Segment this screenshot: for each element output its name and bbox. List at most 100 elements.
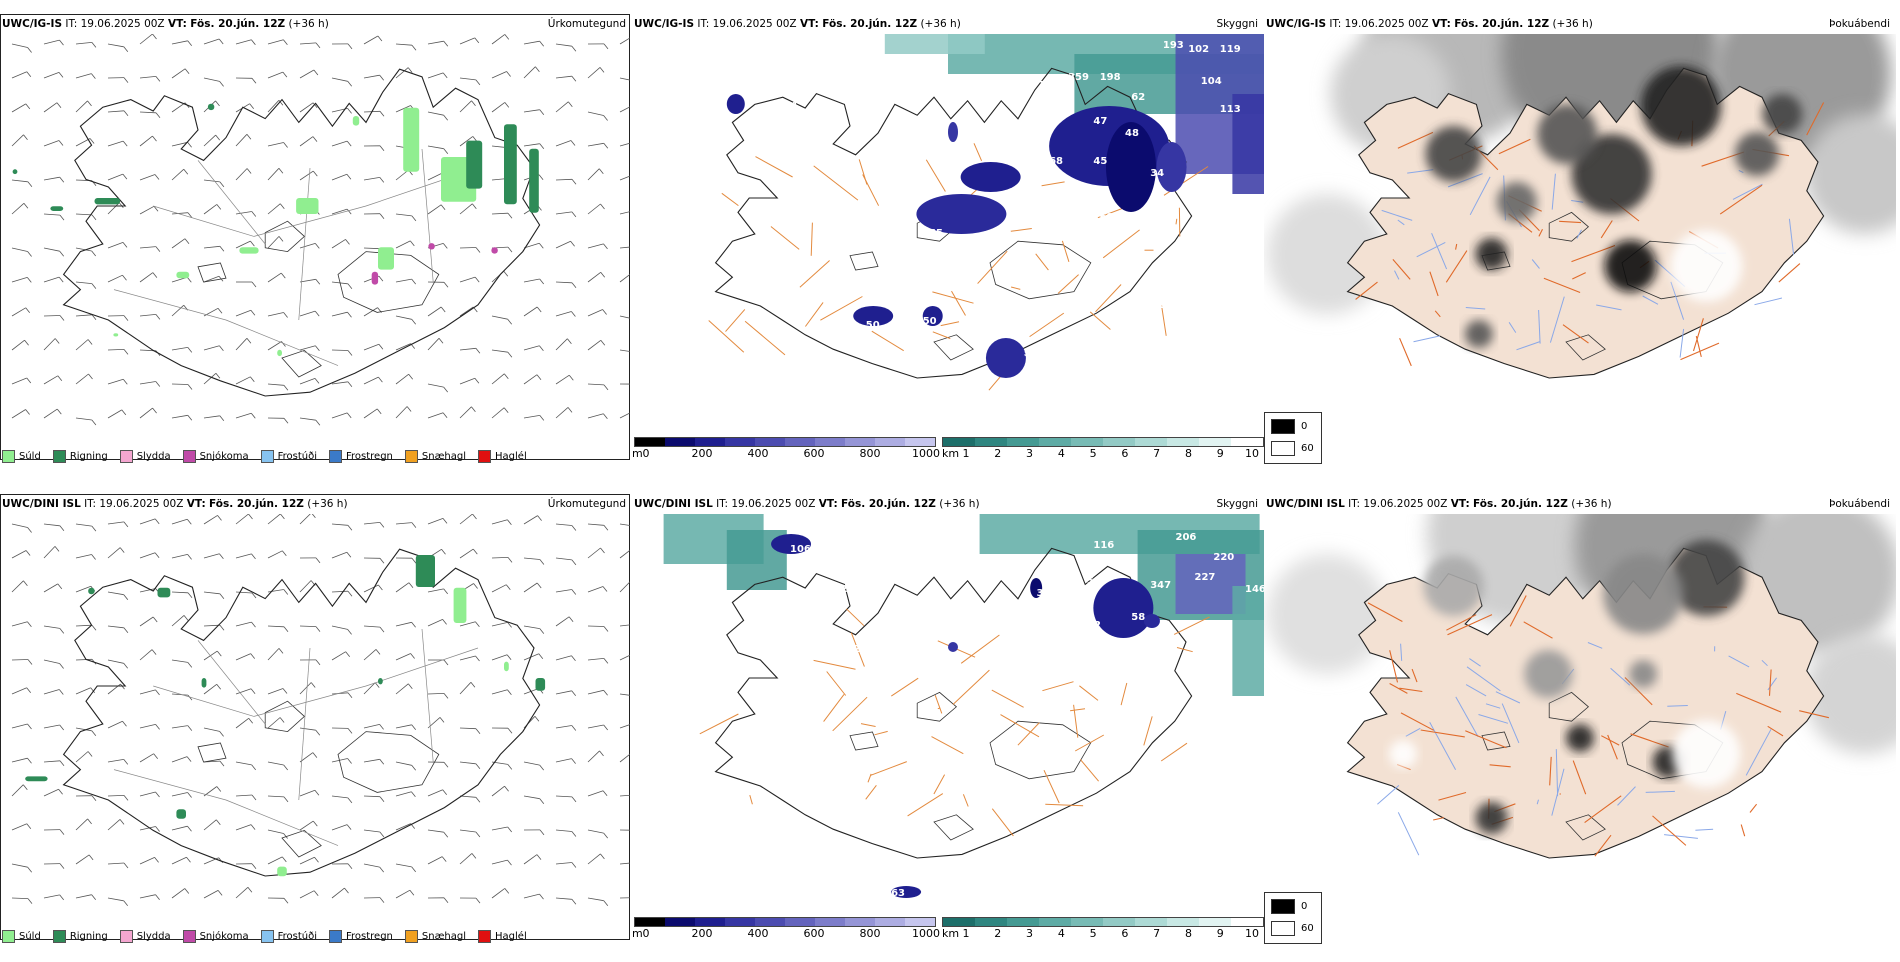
wind-barb-flag [380,832,384,837]
ceiling-tick: 200 [692,447,713,460]
wind-barb [268,590,284,593]
cloud-panel-bottom: UWC/DINI ISL IT: 19.06.2025 00Z VT: Fös.… [632,494,1264,962]
wind-barb [556,691,572,694]
iceland-outline-group [64,69,540,396]
precip-cell [378,678,383,684]
wind-barb [460,549,473,558]
road-line [926,160,945,192]
wind-barb-flag [59,690,63,695]
wind-barb-flag [508,319,512,324]
wind-barb [108,863,124,864]
road-line [827,672,846,696]
glacier-outline [990,721,1091,779]
wind-barb-flag [92,215,96,220]
wind-barb [364,864,380,867]
glacier-outline [282,350,321,377]
wind-barb [620,653,630,660]
wind-barb-flag [252,795,256,800]
ceiling-unit: m [632,927,643,940]
wind-barb-flag [380,558,384,563]
wind-barb-flag [444,387,448,392]
wind-barb [428,413,443,418]
wind-barb-flag [379,344,383,349]
precip-legend-swatch [183,930,196,943]
wind-barb-flag [27,824,31,829]
wind-barb [172,857,187,864]
panel-title: Þokuábendi [1829,494,1890,514]
wind-barb-flag [315,857,319,862]
wind-barb-flag [123,242,127,247]
wind-barb [140,792,156,796]
wind-barb-flag [156,113,160,118]
wind-barb [76,688,91,694]
wind-barb [428,589,444,592]
wind-barb-flag [220,625,224,630]
wind-barb-flag [156,247,160,252]
wind-barb-flag [152,650,156,655]
precip-legend-item: Rigning [53,450,108,463]
wind-barb [140,754,154,762]
wind-barb-flag [283,40,287,45]
wind-barb [44,316,60,317]
ceiling-colorbar [634,917,936,927]
panel-title: Skyggni [1217,494,1259,514]
wind-barb-flag [348,693,352,698]
wind-barb [108,592,124,595]
wind-barb-flag [412,216,416,221]
wind-barb-flag [26,104,30,109]
wind-barb-flag [412,622,416,627]
cloud-base-label: 347 [1150,580,1171,591]
wind-barb-flag [156,690,160,695]
road-line [1121,683,1127,705]
wind-barb-flag [504,271,508,276]
wind-barb-flag [279,236,283,241]
wind-barb-flag [571,241,575,246]
wind-barb-flag [60,526,64,531]
wind-barb [76,340,88,351]
wind-barb-flag [376,649,380,654]
road-line [422,629,433,762]
wind-barb-flag [92,284,96,289]
wind-barb [300,891,314,898]
cloud-base-label: 47 [1068,232,1082,243]
cloud-base-label: 119 [809,560,830,571]
wind-barb-flag [443,413,447,418]
lead-time: (+36 h) [1552,18,1592,30]
wind-barb [140,382,156,385]
wind-barb [44,339,55,351]
wind-barb-flag [124,47,128,52]
precip-legend-swatch [478,450,491,463]
wind-barb-flag [188,826,192,831]
wind-barb-flag [184,615,188,620]
wind-barb-flag [540,765,544,770]
wind-barb-flag [88,101,92,106]
wind-barb-flag [508,213,512,218]
cloud-cell [948,642,958,652]
wind-barb [492,316,508,319]
wind-barb [12,622,27,626]
fog-swatch [1271,921,1295,936]
wind-barb [460,762,476,764]
wind-barb [108,660,124,663]
cloud-base-label: 68 [1049,156,1063,167]
wind-barb [172,169,184,180]
wind-barb-flag [23,785,27,790]
road-line [846,609,864,626]
visibility-tick: 2 [994,447,1001,460]
wind-barb-flag [155,857,159,862]
wind-barb [460,853,472,864]
wind-barb [204,78,220,81]
wind-barb-flag [604,690,608,695]
wind-barb-flag [380,522,384,527]
ceiling-swatch [725,918,755,926]
fog-land-patch [1629,660,1657,688]
wind-barb-flag [219,346,223,351]
wind-barb-flag [283,72,287,77]
wind-barb [556,102,568,112]
wind-barb [588,898,604,901]
wind-barb-flag [316,627,320,632]
road-line [952,291,966,315]
wind-barb [204,820,216,830]
wind-barb [172,615,184,626]
wind-barb-flag [347,552,351,557]
